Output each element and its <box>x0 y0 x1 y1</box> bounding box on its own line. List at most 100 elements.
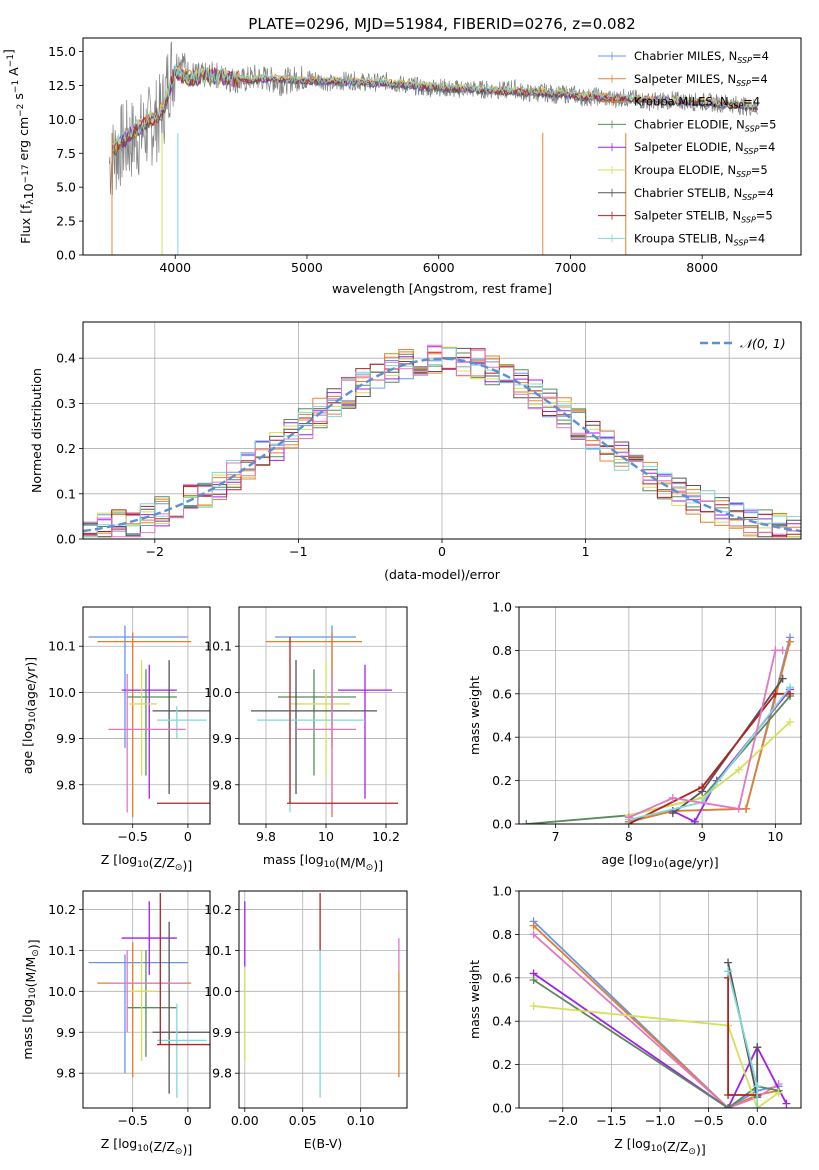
mass-weight-marker <box>690 817 699 824</box>
axes-frame <box>238 890 408 1109</box>
x-tick-label: 0 <box>438 544 446 559</box>
legend-label: Chabrier MILES, NSSP=4 <box>634 49 769 65</box>
legend-label: Kroupa ELODIE, NSSP=5 <box>634 163 768 179</box>
mass-weight-marker <box>522 820 531 824</box>
x-axis-label: Z [log10(Z/Z⊙)] <box>101 1136 192 1157</box>
mass-weight-line <box>628 692 790 824</box>
mass-weight-marker <box>786 683 795 692</box>
y-tick-label: 0.0 <box>56 532 76 547</box>
mass-weight-line <box>533 979 779 1108</box>
x-tick-label: 1 <box>582 544 590 559</box>
x-tick-label: −0.5 <box>693 1113 723 1128</box>
legend-label: Salpeter STELIB, NSSP=5 <box>634 209 773 225</box>
y-tick-label: 0.6 <box>492 686 512 701</box>
mass-vs-Z-panel: −0.5 0 9.8 9.9 10.0 10.1 10.2 Z [log10(Z/Z⊙)] ma… <box>20 890 211 1157</box>
mass-weight-marker <box>724 1090 733 1099</box>
x-tick-label: 10 <box>767 829 783 844</box>
mass-weight-marker <box>698 783 707 792</box>
mass-weight-marker <box>734 765 743 774</box>
mass-weight-marker <box>724 1104 733 1108</box>
y-tick-label: 7.5 <box>56 146 76 161</box>
y-axis-label: mass [log10(M/M⊙)] <box>20 939 41 1059</box>
y-axis-label: mass weight <box>467 676 482 755</box>
y-tick-label: 0.0 <box>56 248 76 263</box>
y-tick-label: 10.0 <box>48 984 76 999</box>
y-tick-label: 1.0 <box>492 600 512 615</box>
x-tick-label: −0.5 <box>118 1113 148 1128</box>
x-tick-label: 0.00 <box>231 1113 259 1128</box>
axes-frame <box>82 890 211 1109</box>
mass-weight-marker <box>624 813 633 822</box>
age-vs-mass-panel: 9.8 10 10.2 9.8 9.9 10.0 10.1 mass [log10(M/M⊙)… <box>204 606 408 873</box>
y-tick-label: 10.0 <box>48 685 76 700</box>
y-tick-label: 0.4 <box>492 730 512 745</box>
mass-weight-marker <box>771 646 780 655</box>
legend-label: Kroupa MILES, NSSP=4 <box>634 95 760 111</box>
x-tick-label: −0.5 <box>118 829 148 844</box>
y-axis-label: mass weight <box>467 960 482 1039</box>
mass-weight-line <box>533 1005 780 1108</box>
mass-weight-line <box>533 933 780 1108</box>
y-tick-label: 10.1 <box>204 943 232 958</box>
y-axis-label: Flux [fλ10−17 erg cm−2 s−1 A−1] <box>1 49 36 244</box>
y-tick-label: 10.0 <box>204 984 232 999</box>
y-tick-label: 0.3 <box>56 396 76 411</box>
mass-weight-lines <box>529 917 791 1108</box>
legend-label: Salpeter ELODIE, NSSP=4 <box>634 140 775 156</box>
y-tick-label: 2.5 <box>56 214 76 229</box>
x-tick-label: −1 <box>289 544 307 559</box>
legend-label: Salpeter MILES, NSSP=4 <box>634 72 768 88</box>
x-axis-label: wavelength [Angstrom, rest frame] <box>332 281 552 296</box>
y-tick-label: 0.1 <box>56 486 76 501</box>
mass-weight-line <box>532 925 779 1108</box>
x-tick-label: 0.10 <box>347 1113 375 1128</box>
mass-weight-marker <box>778 646 787 655</box>
y-tick-label: 0.0 <box>492 817 512 832</box>
y-tick-label: 9.9 <box>56 731 76 746</box>
mass-weight-marker <box>529 1002 538 1011</box>
y-tick-label: 9.8 <box>212 777 232 792</box>
spectrum-lines <box>108 41 758 255</box>
y-tick-label: 0.8 <box>492 643 512 658</box>
mass-weight-line <box>533 972 788 1108</box>
spectrum-model-line <box>111 64 758 152</box>
legend-label: 𝒩(0, 1) <box>740 336 786 351</box>
mass-weight-marker <box>786 637 795 646</box>
x-tick-label: 8000 <box>686 260 718 275</box>
errorbars <box>88 893 210 1098</box>
normal-curve <box>83 357 801 533</box>
x-tick-label: 0.05 <box>289 1113 317 1128</box>
mass-weight-marker <box>742 804 751 813</box>
x-tick-label: 7 <box>552 829 560 844</box>
mass-weight-marker <box>668 809 677 818</box>
mass-weight-marker <box>753 1104 762 1108</box>
y-tick-label: 9.9 <box>212 1025 232 1040</box>
y-tick-label: 5.0 <box>56 180 76 195</box>
mass-vs-EBV-panel: 0.00 0.05 0.10 9.8 9.9 10.0 10.1 10.2 E(B-V) <box>204 890 408 1151</box>
x-axis-label: Z [log10(Z/Z⊙)] <box>101 852 192 873</box>
mass-weight-marker <box>734 804 743 813</box>
x-tick-label: 5000 <box>291 260 323 275</box>
y-tick-label: 10.1 <box>48 943 76 958</box>
spectrum-legend: Chabrier MILES, NSSP=4 Salpeter MILES, NS… <box>598 49 776 247</box>
errorbars <box>88 625 210 818</box>
y-tick-label: 15.0 <box>48 44 76 59</box>
figure-title: PLATE=0296, MJD=51984, FIBERID=0276, z=0… <box>248 15 635 33</box>
residuals-panel: −2 −1 0 1 2 0.0 0.1 0.2 0.3 0.4 (data-model)/error… <box>29 321 802 582</box>
mass-weight-marker <box>529 921 538 930</box>
residual-legend: 𝒩(0, 1) <box>700 336 786 351</box>
mass-weight-vs-Z-panel: −2.0 −1.5 −1.0 −0.5 0.0 0.0 0.2 0.4 0.6 0.8 1.0 Z [… <box>467 884 802 1157</box>
axes-frame <box>238 606 408 825</box>
mass-weight-marker <box>786 718 795 727</box>
y-tick-label: 9.8 <box>56 1066 76 1081</box>
x-tick-label: 8 <box>625 829 633 844</box>
y-tick-label: 12.5 <box>48 78 76 93</box>
y-tick-label: 10.2 <box>48 902 76 917</box>
x-tick-label: 0 <box>184 829 192 844</box>
y-tick-label: 1.0 <box>492 884 512 899</box>
mass-weight-marker <box>724 967 733 976</box>
x-tick-label: 0.0 <box>747 1113 767 1128</box>
mass-weight-marker <box>753 1043 762 1052</box>
x-axis-label: E(B-V) <box>304 1136 343 1151</box>
